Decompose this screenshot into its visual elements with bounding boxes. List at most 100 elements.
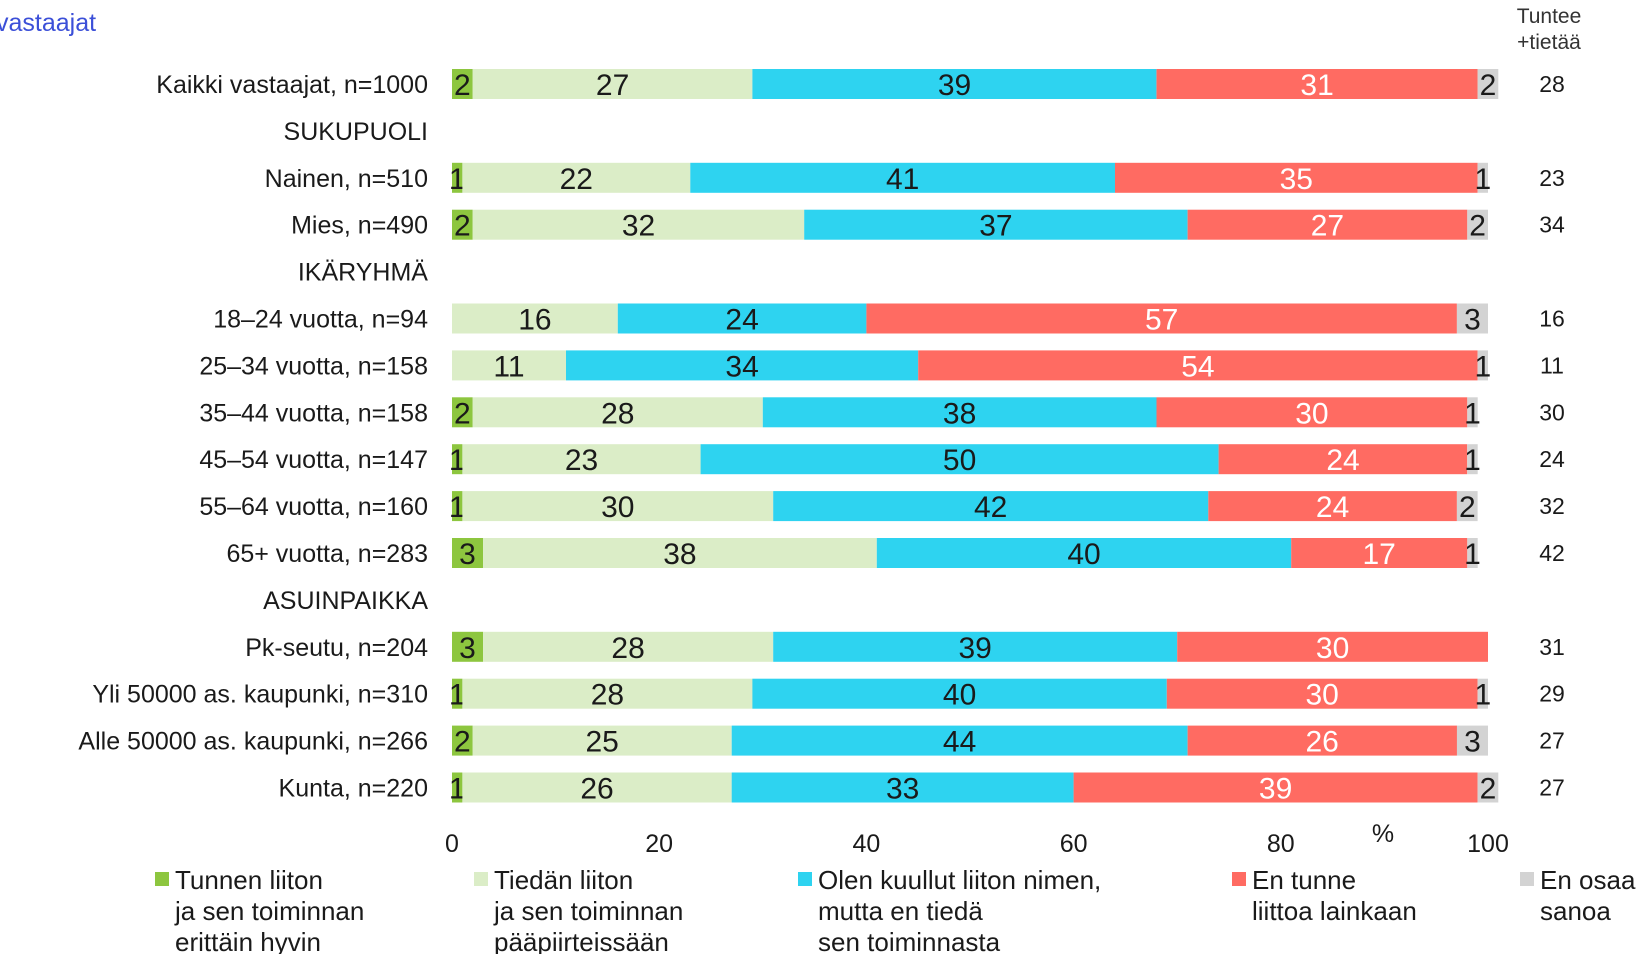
legend-label: mutta en tiedä bbox=[818, 896, 983, 926]
bar-value-label: 42 bbox=[974, 491, 1007, 524]
bar-value-label: 2 bbox=[454, 69, 471, 102]
row-label: Mies, n=490 bbox=[291, 212, 428, 240]
bar-value-label: 3 bbox=[1464, 726, 1481, 759]
bar-segment bbox=[731, 772, 1074, 803]
legend-label: sen toiminnasta bbox=[818, 927, 1001, 954]
total-value: 30 bbox=[1539, 399, 1565, 425]
bar-segment bbox=[773, 631, 1178, 662]
bar-value-label: 1 bbox=[1474, 163, 1491, 196]
legend-label: liittoa lainkaan bbox=[1252, 896, 1417, 926]
total-value: 27 bbox=[1539, 775, 1565, 801]
bar-value-label: 2 bbox=[1480, 773, 1497, 806]
bar-value-label: 1 bbox=[1464, 444, 1481, 477]
bar-value-label: 3 bbox=[459, 538, 476, 571]
bar-segment bbox=[452, 725, 473, 756]
bar-segment bbox=[1187, 209, 1468, 240]
row-label: 25–34 vuotta, n=158 bbox=[199, 352, 428, 380]
bar-value-label: 25 bbox=[586, 726, 619, 759]
bar-value-label: 40 bbox=[943, 679, 976, 712]
bar-value-label: 1 bbox=[449, 773, 466, 806]
bar-segment bbox=[762, 397, 1157, 428]
bar-value-label: 30 bbox=[1295, 397, 1328, 430]
bar-segment bbox=[452, 162, 463, 193]
bar-value-label: 24 bbox=[1316, 491, 1349, 524]
bar-segment bbox=[452, 303, 618, 334]
bar-segment bbox=[452, 350, 566, 381]
bar-segment bbox=[1467, 209, 1488, 240]
bar-segment bbox=[483, 631, 774, 662]
bar-segment bbox=[1208, 491, 1457, 522]
bar-segment bbox=[452, 491, 463, 522]
total-value: 31 bbox=[1539, 634, 1565, 660]
bar-value-label: 32 bbox=[622, 210, 655, 243]
bar-value-label: 2 bbox=[454, 397, 471, 430]
bar-segment bbox=[690, 162, 1116, 193]
bar-segment bbox=[452, 678, 463, 709]
legend-swatch bbox=[474, 872, 488, 886]
bar-segment bbox=[1177, 631, 1488, 662]
bar-segment bbox=[876, 538, 1292, 568]
bar-value-label: 30 bbox=[1316, 632, 1349, 665]
legend-label: Tunnen liiton bbox=[175, 865, 323, 895]
row-label: Kaikki vastaajat, n=1000 bbox=[156, 71, 428, 99]
bar-value-label: 28 bbox=[591, 679, 624, 712]
bar-value-label: 39 bbox=[938, 69, 971, 102]
legend-label: pääpiirteissään bbox=[494, 927, 669, 954]
row-label: 18–24 vuotta, n=94 bbox=[213, 306, 428, 334]
total-value: 32 bbox=[1539, 493, 1565, 519]
bar-segment bbox=[1456, 303, 1488, 334]
bar-value-label: 34 bbox=[725, 350, 758, 383]
x-tick-label: 60 bbox=[1060, 830, 1088, 858]
bar-segment bbox=[1456, 725, 1488, 756]
bar-segment bbox=[1115, 162, 1478, 193]
total-header-line-1: Tuntee bbox=[1517, 5, 1582, 28]
legend-swatch bbox=[1520, 872, 1534, 886]
legend-swatch bbox=[1232, 872, 1246, 886]
bar-segment bbox=[472, 209, 805, 240]
x-tick-label: 40 bbox=[852, 830, 880, 858]
bar-value-label: 16 bbox=[518, 304, 551, 337]
row-label: 45–54 vuotta, n=147 bbox=[199, 446, 428, 474]
bar-segment bbox=[752, 69, 1157, 99]
legend-label: Olen kuullut liiton nimen, bbox=[818, 865, 1101, 895]
bar-segment bbox=[1073, 772, 1478, 803]
bar-segment bbox=[452, 538, 484, 568]
bar-segment bbox=[752, 678, 1167, 709]
bar-segment bbox=[804, 209, 1188, 240]
row-label: Alle 50000 as. kaupunki, n=266 bbox=[78, 728, 428, 756]
bar-value-label: 54 bbox=[1181, 350, 1214, 383]
total-value: 42 bbox=[1539, 540, 1565, 566]
bar-value-label: 44 bbox=[943, 726, 976, 759]
group-header-label: IKÄRYHMÄ bbox=[298, 259, 428, 287]
bar-segment bbox=[472, 397, 763, 428]
bar-value-label: 22 bbox=[560, 163, 593, 196]
bar-segment bbox=[1477, 678, 1488, 709]
bar-value-label: 1 bbox=[449, 163, 466, 196]
bar-segment bbox=[452, 444, 463, 475]
bar-value-label: 1 bbox=[1464, 397, 1481, 430]
bar-value-label: 39 bbox=[1259, 773, 1292, 806]
bar-value-label: 40 bbox=[1067, 538, 1100, 571]
bar-value-label: 41 bbox=[886, 163, 919, 196]
bar-value-label: 28 bbox=[601, 397, 634, 430]
bar-segment bbox=[1156, 69, 1478, 99]
bar-value-label: 2 bbox=[1480, 69, 1497, 102]
bar-segment bbox=[773, 491, 1209, 522]
bar-value-label: 1 bbox=[449, 444, 466, 477]
total-value: 28 bbox=[1539, 71, 1565, 97]
bar-segment bbox=[617, 303, 867, 334]
bar-segment bbox=[1467, 444, 1478, 475]
bar-value-label: 37 bbox=[979, 210, 1012, 243]
bar-value-label: 2 bbox=[454, 726, 471, 759]
bar-segment bbox=[731, 725, 1188, 756]
bar-segment bbox=[1456, 491, 1478, 522]
row-label: 55–64 vuotta, n=160 bbox=[199, 493, 428, 521]
bar-segment bbox=[1291, 538, 1468, 568]
total-value: 34 bbox=[1539, 212, 1565, 238]
bar-value-label: 3 bbox=[1464, 304, 1481, 337]
bar-segment bbox=[452, 772, 463, 803]
bar-value-label: 30 bbox=[601, 491, 634, 524]
bar-value-label: 50 bbox=[943, 444, 976, 477]
group-header-label: ASUINPAIKKA bbox=[263, 587, 428, 615]
